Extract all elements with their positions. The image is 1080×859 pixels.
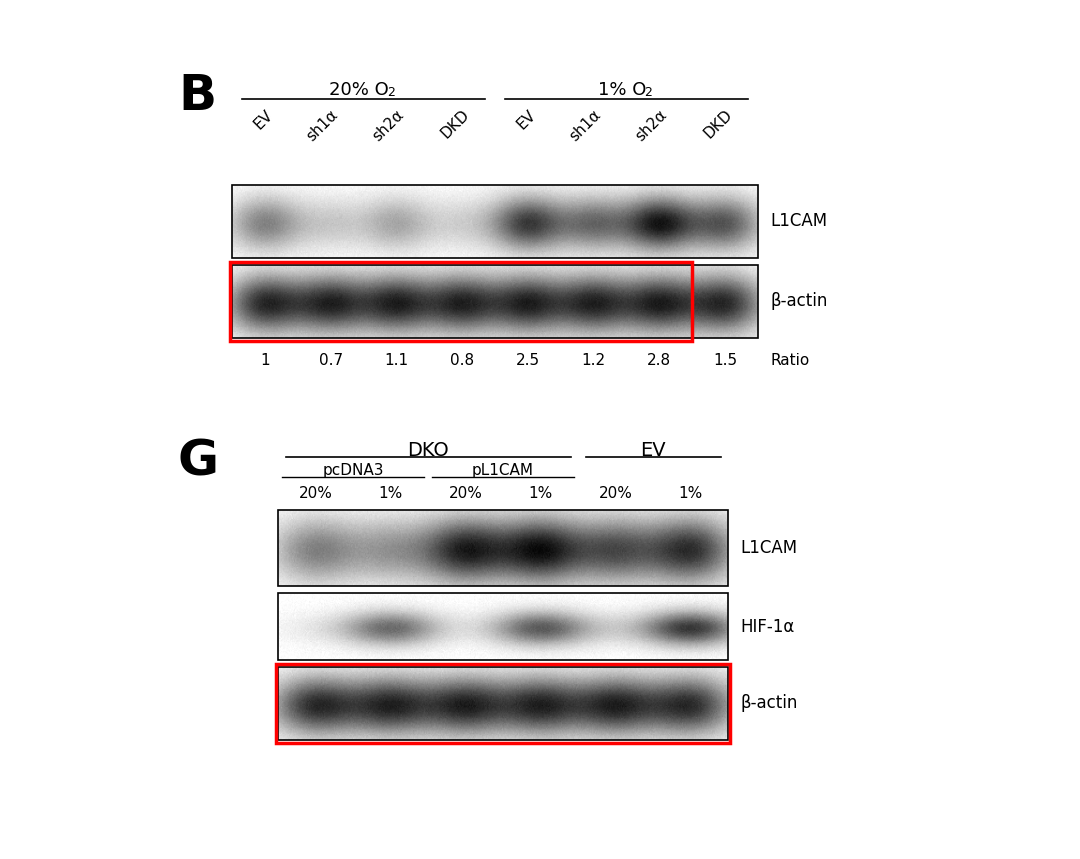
Bar [278,667,728,740]
Text: sh1α: sh1α [567,107,604,144]
Text: 1.1: 1.1 [384,353,408,368]
Text: L1CAM: L1CAM [740,539,797,557]
Text: 1%: 1% [678,486,703,502]
Text: 20%: 20% [448,486,483,502]
Text: 2.8: 2.8 [647,353,672,368]
Text: B: B [178,72,216,120]
Text: HIF-1α: HIF-1α [740,618,794,636]
Text: 20%: 20% [298,486,333,502]
Text: β-actin: β-actin [770,293,827,310]
Bar [232,265,758,338]
Text: DKO: DKO [407,441,449,460]
Bar [278,510,728,586]
Text: 0.8: 0.8 [450,353,474,368]
Text: 2.5: 2.5 [516,353,540,368]
Text: 1: 1 [260,353,270,368]
Text: pcDNA3: pcDNA3 [322,462,383,478]
Text: DKD: DKD [438,107,473,141]
Text: sh2α: sh2α [370,107,407,144]
Bar [232,185,758,258]
Text: 1%: 1% [378,486,403,502]
Text: sh2α: sh2α [633,107,670,144]
Text: 2: 2 [645,86,652,99]
Text: EV: EV [640,441,665,460]
Text: G: G [178,437,219,485]
Text: β-actin: β-actin [740,694,797,712]
Bar [230,262,692,341]
Text: 1%: 1% [528,486,553,502]
Text: 20%: 20% [598,486,633,502]
Text: EV: EV [251,107,275,131]
Text: 2: 2 [388,86,395,99]
Text: pL1CAM: pL1CAM [472,462,534,478]
Text: DKD: DKD [701,107,735,141]
Text: 1% O: 1% O [598,81,647,99]
Bar [276,664,730,743]
Text: 1.2: 1.2 [581,353,606,368]
Text: EV: EV [514,107,539,131]
Text: Ratio: Ratio [770,353,809,368]
Text: 0.7: 0.7 [319,353,342,368]
Text: sh1α: sh1α [305,107,341,144]
Text: 1.5: 1.5 [713,353,738,368]
Text: 20% O: 20% O [328,81,389,99]
Bar [278,593,728,660]
Text: L1CAM: L1CAM [770,212,827,230]
